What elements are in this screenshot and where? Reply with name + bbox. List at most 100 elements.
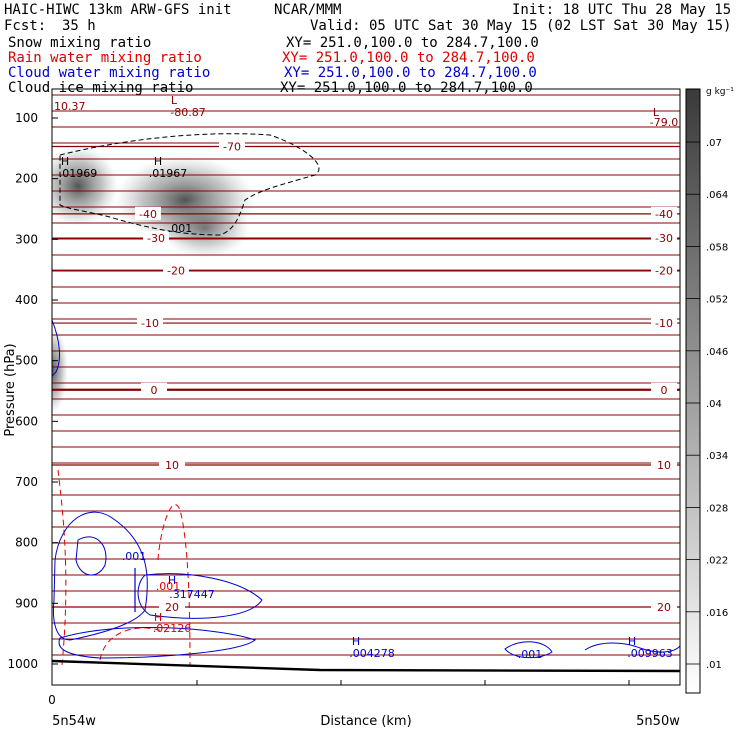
colorbar-tick-label: .058 (706, 242, 728, 253)
contour-annotation: H (154, 155, 162, 168)
isotherm-label-bg (651, 458, 677, 472)
isotherm-label: -30 (655, 232, 673, 245)
rain-contour (57, 469, 67, 666)
isotherm-label: 20 (165, 601, 179, 614)
x-axis: 0 5n54w 5n50w Distance (km) (48, 680, 680, 729)
colorbar-tick-label: .034 (706, 451, 728, 462)
colorbar-tick-label: .064 (706, 190, 728, 201)
cloud-water-contour (58, 626, 257, 659)
isotherm-label-bg (219, 139, 245, 153)
contour-annotation: .02126 (153, 622, 192, 635)
contour-annotation: .01969 (59, 167, 98, 180)
contour-annotation: -79.0 (650, 116, 678, 129)
isotherm-group: -70 -40 -40 -30 -30 -20 -20 -10 -10 0 0 10 10 20 20 (52, 94, 680, 656)
cloud-water-contour (584, 642, 680, 653)
contour-annotation: H (61, 155, 69, 168)
plot-title: HAIC-HIWC 13km ARW-GFS init (4, 2, 232, 18)
y-tick-label: 1000 (7, 657, 38, 671)
isotherm-label: 20 (657, 601, 671, 614)
colorbar-tick-label: .016 (706, 608, 728, 619)
init-time: Init: 18 UTC Thu 28 May 15 (512, 2, 732, 18)
plot-frame (51, 88, 681, 686)
colorbar-tick-label: .022 (706, 556, 728, 567)
contour-annotation: .004278 (349, 647, 395, 660)
y-tick-label: 800 (15, 536, 38, 550)
contour-annotation: H (628, 635, 636, 648)
rain-contour (157, 504, 191, 666)
mixing-ratio-contours (52, 133, 680, 673)
x-tick-label: 0 (48, 693, 56, 707)
isotherm-label: -10 (655, 317, 673, 330)
field-xy-snow: XY= 251.0,100.0 to 284.7,100.0 (286, 35, 539, 51)
valid-time: Valid: 05 UTC Sat 30 May 15 (02 LST Sat … (310, 18, 732, 34)
isotherm-label: -20 (167, 264, 185, 277)
field-xy-cloud-ice: XY= 251.0,100.0 to 284.7,100.0 (280, 80, 533, 96)
isotherm-label-bg (159, 599, 185, 613)
isotherm-label: -40 (139, 208, 157, 221)
contour-annotation: .009963 (627, 647, 673, 660)
contour-annotation: .001 (122, 550, 147, 563)
forecast-label: Fcst: (4, 18, 47, 34)
colorbar-tick-label: .052 (706, 295, 728, 306)
rain-contour (99, 627, 166, 661)
field-name-cloud-water: Cloud water mixing ratio (8, 65, 211, 81)
contour-annotation: H (352, 635, 360, 648)
contour-annotation: .01967 (149, 167, 188, 180)
contour-annotation: H (154, 611, 162, 624)
plot-center-title: NCAR/MMM (274, 2, 342, 18)
x-end-label-left: 5n54w (52, 714, 96, 729)
field-xy-rain: XY= 251.0,100.0 to 284.7,100.0 (282, 50, 535, 66)
contour-annotation: .001 (156, 580, 181, 593)
x-axis-label: Distance (km) (320, 714, 411, 729)
colorbar-tick-label: .07 (706, 138, 722, 149)
cloud-water-contour (75, 536, 107, 576)
isotherm-label-bg (135, 206, 161, 220)
isotherm-label: 10 (165, 459, 179, 472)
colorbar-tick-label: .04 (706, 399, 722, 410)
isotherm-label: 0 (151, 384, 158, 397)
isotherm-label-bg (143, 231, 169, 245)
cloud-water-contour (504, 641, 553, 659)
y-tick-label: 300 (15, 232, 38, 246)
isotherm-label-bg (141, 382, 167, 396)
isotherm-label: -30 (147, 232, 165, 245)
isotherm-label: 0 (661, 384, 668, 397)
colorbar-unit: g kg⁻¹ (706, 87, 734, 97)
isotherm-label-bg (651, 263, 677, 277)
colorbar-tick-label: .01 (706, 660, 722, 671)
isotherm-label: -20 (655, 264, 673, 277)
y-tick-label: 100 (15, 111, 38, 125)
isotherm-label: 10 (657, 459, 671, 472)
field-xy-cloud-water: XY= 251.0,100.0 to 284.7,100.0 (284, 65, 537, 81)
cloud-water-contour (52, 511, 148, 641)
isotherm-label-bg (651, 316, 677, 330)
isotherm-label-bg (163, 263, 189, 277)
isotherm-label: -10 (141, 317, 159, 330)
colorbar-ramp (685, 88, 701, 694)
terrain-line (52, 659, 680, 673)
forecast-hour: 35 h (62, 18, 96, 34)
y-tick-label: 500 (15, 354, 38, 368)
isotherm-label-bg (651, 231, 677, 245)
y-axis: 100 200 300 400 500 600 700 800 900 1000 (7, 111, 58, 671)
y-tick-label: 600 (15, 414, 38, 428)
y-tick-label: 700 (15, 475, 38, 489)
isotherm-label: -70 (223, 141, 241, 154)
colorbar: g kg⁻¹ .07 .064 .058 .052 .046 .04 .034 .028 .02… (685, 87, 734, 694)
isotherm-label-bg (159, 458, 185, 472)
y-tick-label: 900 (15, 596, 38, 610)
contour-annotation: H (168, 574, 176, 587)
isotherm-label-bg (137, 316, 163, 330)
isotherm-label: -40 (655, 208, 673, 221)
field-name-cloud-ice: Cloud ice mixing ratio (8, 80, 194, 96)
snow-shading (52, 146, 255, 414)
contour-annotation: L (171, 94, 178, 107)
isotherm-label-bg (651, 382, 677, 396)
contour-annotation: .001 (168, 222, 193, 235)
ice-contour (59, 133, 320, 236)
contour-annotation: 10.37 (54, 100, 86, 113)
cloud-water-contour (137, 573, 263, 619)
field-name-rain: Rain water mixing ratio (8, 50, 202, 66)
y-axis-label: Pressure (hPa) (3, 343, 18, 436)
